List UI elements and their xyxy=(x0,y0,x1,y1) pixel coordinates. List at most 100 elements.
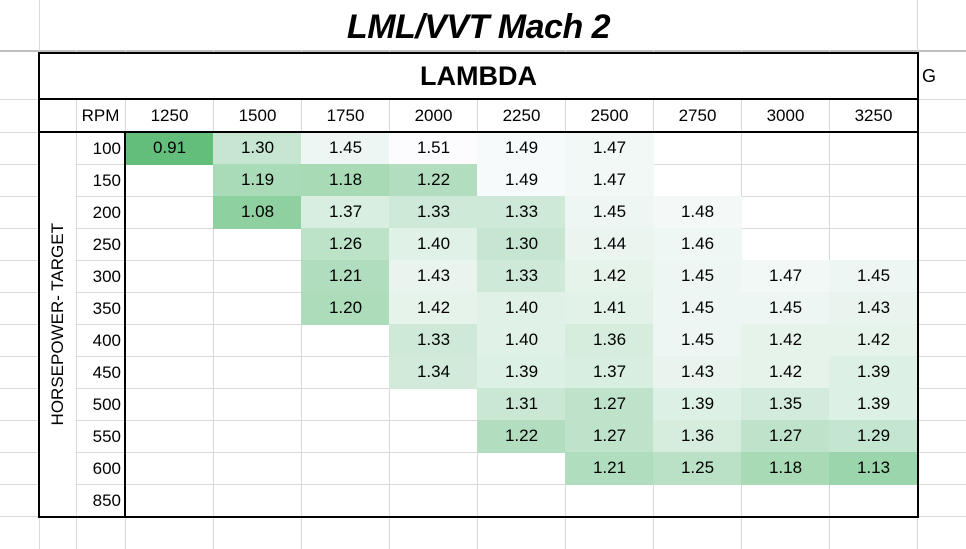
lambda-cell[interactable] xyxy=(565,484,654,517)
lambda-cell[interactable] xyxy=(213,388,302,421)
lambda-cell[interactable] xyxy=(125,196,214,229)
lambda-cell[interactable]: 1.40 xyxy=(477,292,566,325)
lambda-cell[interactable] xyxy=(125,164,214,197)
lambda-cell[interactable] xyxy=(301,452,390,485)
lambda-cell[interactable]: 1.25 xyxy=(653,452,742,485)
horsepower-row-label[interactable]: 550 xyxy=(92,427,121,446)
sheet-title-cell[interactable]: LML/VVT Mach 2 xyxy=(40,0,917,50)
lambda-cell[interactable]: 1.08 xyxy=(213,196,302,229)
lambda-cell[interactable]: 1.30 xyxy=(213,132,302,165)
lambda-cell[interactable] xyxy=(829,228,918,261)
lambda-cell[interactable]: 1.39 xyxy=(829,356,918,389)
lambda-cell[interactable]: 1.39 xyxy=(477,356,566,389)
lambda-cell[interactable]: 1.36 xyxy=(653,420,742,453)
lambda-cell[interactable] xyxy=(653,484,742,517)
lambda-cell[interactable] xyxy=(125,388,214,421)
rpm-column-header[interactable]: 2000 xyxy=(414,105,453,125)
lambda-cell[interactable]: 1.49 xyxy=(477,132,566,165)
lambda-cell[interactable]: 1.42 xyxy=(389,292,478,325)
lambda-cell[interactable] xyxy=(477,452,566,485)
lambda-cell[interactable]: 0.91 xyxy=(125,132,214,165)
horsepower-axis-cell[interactable]: HORSEPOWER- TARGET xyxy=(40,133,76,516)
lambda-cell[interactable]: 1.39 xyxy=(829,388,918,421)
lambda-cell[interactable] xyxy=(389,420,478,453)
lambda-cell[interactable]: 1.42 xyxy=(741,356,830,389)
lambda-cell[interactable]: 1.45 xyxy=(829,260,918,293)
lambda-cell[interactable] xyxy=(389,452,478,485)
horsepower-row-label[interactable]: 450 xyxy=(92,363,121,382)
lambda-cell[interactable] xyxy=(829,164,918,197)
lambda-cell[interactable]: 1.37 xyxy=(301,196,390,229)
lambda-cell[interactable] xyxy=(125,292,214,325)
lambda-cell[interactable]: 1.47 xyxy=(741,260,830,293)
lambda-cell[interactable]: 1.47 xyxy=(565,132,654,165)
lambda-cell[interactable]: 1.21 xyxy=(301,260,390,293)
lambda-cell[interactable] xyxy=(829,196,918,229)
lambda-cell[interactable] xyxy=(741,196,830,229)
horsepower-row-label[interactable]: 500 xyxy=(92,395,121,414)
lambda-cell[interactable] xyxy=(829,132,918,165)
lambda-cell[interactable] xyxy=(741,228,830,261)
lambda-cell[interactable] xyxy=(741,164,830,197)
lambda-cell[interactable] xyxy=(301,420,390,453)
lambda-cell[interactable]: 1.45 xyxy=(301,132,390,165)
lambda-cell[interactable]: 1.41 xyxy=(565,292,654,325)
lambda-cell[interactable] xyxy=(213,228,302,261)
lambda-cell[interactable]: 1.18 xyxy=(741,452,830,485)
lambda-cell[interactable]: 1.45 xyxy=(653,260,742,293)
lambda-cell[interactable] xyxy=(125,420,214,453)
lambda-cell[interactable] xyxy=(213,484,302,517)
lambda-cell[interactable] xyxy=(125,356,214,389)
lambda-cell[interactable] xyxy=(653,164,742,197)
rpm-column-header[interactable]: 1500 xyxy=(238,105,277,125)
lambda-cell[interactable]: 1.47 xyxy=(565,164,654,197)
rpm-header-label[interactable]: RPM xyxy=(81,105,120,125)
lambda-cell[interactable]: 1.43 xyxy=(653,356,742,389)
lambda-cell[interactable]: 1.31 xyxy=(477,388,566,421)
rpm-column-header[interactable]: 1250 xyxy=(150,105,189,125)
lambda-cell[interactable]: 1.39 xyxy=(653,388,742,421)
rpm-column-header[interactable]: 2750 xyxy=(678,105,717,125)
table-title-cell[interactable]: LAMBDA xyxy=(40,54,917,98)
lambda-cell[interactable] xyxy=(213,292,302,325)
lambda-cell[interactable]: 1.33 xyxy=(389,196,478,229)
lambda-cell[interactable]: 1.26 xyxy=(301,228,390,261)
lambda-cell[interactable] xyxy=(213,324,302,357)
lambda-cell[interactable]: 1.27 xyxy=(565,388,654,421)
lambda-cell[interactable]: 1.40 xyxy=(389,228,478,261)
horsepower-row-label[interactable]: 100 xyxy=(92,139,121,158)
lambda-cell[interactable]: 1.27 xyxy=(565,420,654,453)
horsepower-row-label[interactable]: 600 xyxy=(92,459,121,478)
lambda-cell[interactable] xyxy=(389,484,478,517)
lambda-cell[interactable]: 1.42 xyxy=(741,324,830,357)
rpm-column-header[interactable]: 2500 xyxy=(590,105,629,125)
lambda-cell[interactable] xyxy=(301,484,390,517)
lambda-cell[interactable]: 1.21 xyxy=(565,452,654,485)
lambda-cell[interactable] xyxy=(125,260,214,293)
lambda-cell[interactable] xyxy=(741,132,830,165)
lambda-cell[interactable]: 1.29 xyxy=(829,420,918,453)
lambda-cell[interactable]: 1.33 xyxy=(389,324,478,357)
lambda-cell[interactable] xyxy=(301,388,390,421)
lambda-cell[interactable]: 1.44 xyxy=(565,228,654,261)
lambda-cell[interactable] xyxy=(213,452,302,485)
horsepower-row-label[interactable]: 300 xyxy=(92,267,121,286)
lambda-cell[interactable]: 1.37 xyxy=(565,356,654,389)
rpm-column-header[interactable]: 3000 xyxy=(766,105,805,125)
lambda-cell[interactable] xyxy=(301,356,390,389)
lambda-cell[interactable]: 1.42 xyxy=(565,260,654,293)
lambda-cell[interactable]: 1.45 xyxy=(653,292,742,325)
lambda-cell[interactable]: 1.34 xyxy=(389,356,478,389)
lambda-cell[interactable]: 1.42 xyxy=(829,324,918,357)
lambda-cell[interactable]: 1.49 xyxy=(477,164,566,197)
lambda-cell[interactable] xyxy=(301,324,390,357)
lambda-cell[interactable] xyxy=(829,484,918,517)
lambda-cell[interactable]: 1.45 xyxy=(653,324,742,357)
lambda-cell[interactable]: 1.27 xyxy=(741,420,830,453)
lambda-cell[interactable]: 1.36 xyxy=(565,324,654,357)
rpm-column-header[interactable]: 1750 xyxy=(326,105,365,125)
lambda-cell[interactable] xyxy=(389,388,478,421)
lambda-cell[interactable]: 1.30 xyxy=(477,228,566,261)
horsepower-row-label[interactable]: 150 xyxy=(92,171,121,190)
lambda-cell[interactable] xyxy=(653,132,742,165)
